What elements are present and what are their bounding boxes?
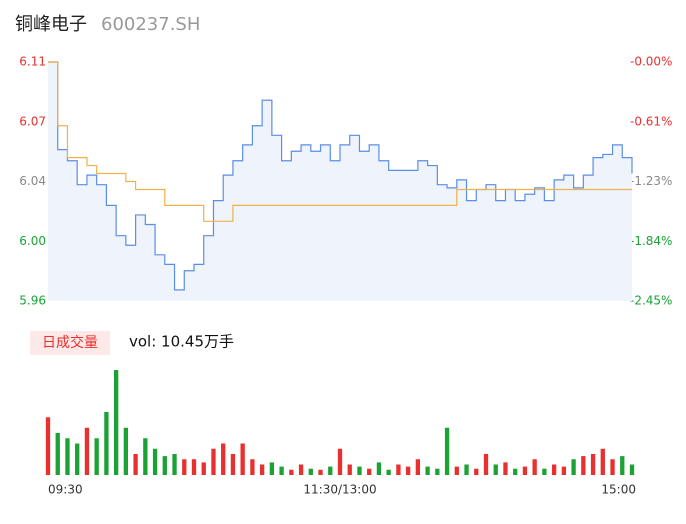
- volume-bar: [55, 433, 60, 475]
- volume-bar: [230, 454, 236, 475]
- volume-bar: [493, 464, 498, 475]
- volume-bar: [396, 464, 401, 475]
- volume-bar: [104, 412, 109, 475]
- volume-bar: [571, 459, 576, 475]
- x-tick-label: 15:00: [601, 483, 636, 497]
- volume-bar: [600, 448, 605, 475]
- y-tick-label: 6.11: [19, 55, 46, 69]
- volume-bar: [113, 370, 119, 475]
- volume-label: 日成交量: [42, 334, 98, 351]
- volume-bar: [610, 459, 615, 475]
- volume-bar: [620, 456, 625, 475]
- volume-bar: [328, 466, 333, 475]
- volume-bar: [201, 462, 206, 475]
- volume-bar: [444, 427, 450, 475]
- volume-bar: [337, 448, 343, 475]
- volume-bar: [367, 468, 372, 475]
- y2-tick-label: -1.84%: [630, 234, 672, 248]
- volume-bar: [386, 469, 391, 475]
- volume-bar: [581, 456, 586, 475]
- volume-bar: [94, 438, 99, 475]
- volume-bar: [84, 427, 90, 475]
- volume-bar: [269, 462, 275, 475]
- y-tick-label: 6.04: [19, 174, 46, 188]
- y-tick-label: 5.96: [19, 294, 46, 308]
- volume-bar: [259, 464, 265, 475]
- volume-bar: [522, 466, 528, 475]
- chart-subtitle: 600237.SH: [101, 14, 200, 35]
- price-area: [48, 62, 632, 301]
- volume-bar: [191, 459, 197, 475]
- volume-bar: [250, 459, 255, 475]
- volume-bar: [75, 443, 80, 475]
- y2-tick-label: -1.23%: [630, 174, 672, 188]
- volume-bar: [376, 462, 382, 475]
- y2-tick-label: -0.00%: [630, 55, 672, 69]
- volume-bar: [279, 466, 284, 475]
- volume-bar: [65, 438, 70, 475]
- volume-label-box: [30, 331, 110, 355]
- volume-bar: [561, 466, 567, 475]
- x-tick-label: 11:30/13:00: [303, 483, 376, 497]
- volume-bar: [425, 466, 430, 475]
- volume-bar: [542, 468, 547, 475]
- volume-bar: [240, 443, 245, 475]
- volume-bar: [503, 462, 508, 475]
- y2-tick-label: -2.45%: [630, 294, 672, 308]
- y-tick-label: 6.00: [19, 234, 46, 248]
- volume-bar: [318, 469, 323, 475]
- volume-bar: [172, 454, 177, 475]
- volume-bar: [182, 459, 187, 475]
- volume-text: vol: 10.45万手: [129, 333, 234, 351]
- volume-bar: [143, 438, 148, 475]
- volume-bar: [123, 427, 129, 475]
- y-tick-label: 6.07: [19, 114, 46, 128]
- volume-bar: [551, 464, 557, 475]
- price-line: [48, 61, 633, 291]
- volume-bar: [347, 464, 352, 475]
- volume-bar: [474, 468, 479, 475]
- chart-title: 铜峰电子: [15, 14, 87, 35]
- volume-bar: [405, 466, 411, 475]
- volume-bar: [464, 464, 469, 475]
- volume-bar: [454, 466, 459, 475]
- volume-bar: [532, 459, 537, 475]
- volume-bar: [211, 448, 216, 475]
- volume-bar: [483, 454, 489, 475]
- volume-bar: [308, 468, 313, 475]
- volume-bar: [513, 468, 518, 475]
- volume-bar: [435, 468, 440, 475]
- volume-bar: [289, 469, 294, 475]
- average-line: [48, 61, 632, 222]
- volume-bar: [45, 417, 51, 475]
- volume-bar: [162, 456, 167, 475]
- volume-bar: [629, 464, 635, 475]
- volume-bar: [221, 443, 226, 475]
- volume-bar: [415, 459, 421, 475]
- volume-bar: [590, 454, 596, 475]
- volume-bar: [133, 454, 138, 475]
- y2-tick-label: -0.61%: [630, 114, 672, 128]
- volume-bar: [357, 466, 362, 475]
- x-tick-label: 09:30: [48, 483, 83, 497]
- volume-bar: [298, 464, 304, 475]
- volume-bar: [152, 448, 158, 475]
